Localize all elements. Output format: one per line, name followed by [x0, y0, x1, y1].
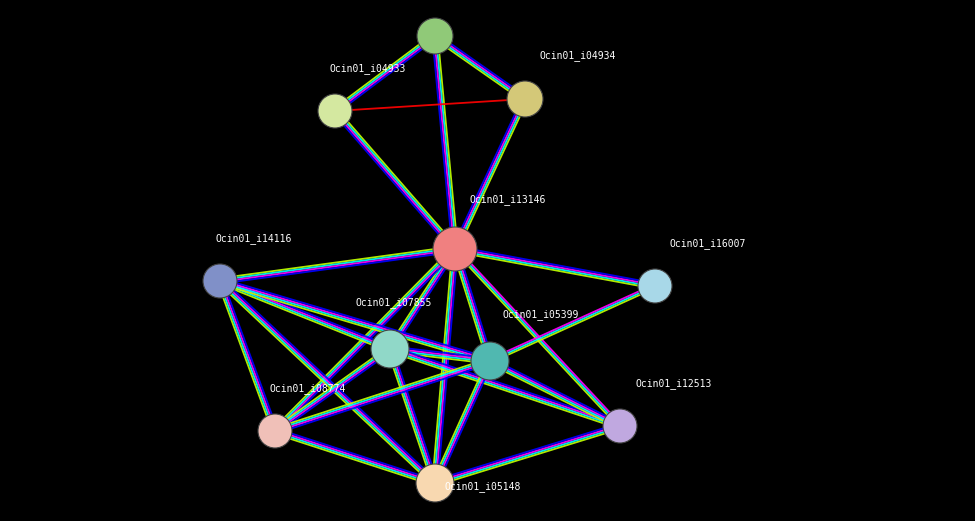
- Text: Ocin01_i14116: Ocin01_i14116: [215, 233, 292, 244]
- Circle shape: [603, 409, 637, 443]
- Circle shape: [371, 330, 409, 368]
- Text: Ocin01_i07855: Ocin01_i07855: [355, 297, 431, 308]
- Text: Ocin01_i04933: Ocin01_i04933: [330, 63, 407, 74]
- Circle shape: [258, 414, 292, 448]
- Text: Ocin01_i04934: Ocin01_i04934: [540, 50, 616, 61]
- Circle shape: [416, 464, 454, 502]
- Circle shape: [433, 227, 477, 271]
- Text: Ocin01_i12513: Ocin01_i12513: [635, 378, 712, 389]
- Text: Ocin01_i05148: Ocin01_i05148: [445, 481, 522, 492]
- Circle shape: [417, 18, 453, 54]
- Text: Ocin01_i05399: Ocin01_i05399: [502, 309, 578, 320]
- Circle shape: [638, 269, 672, 303]
- Circle shape: [203, 264, 237, 298]
- Text: Ocin01_i16007: Ocin01_i16007: [670, 238, 747, 249]
- Circle shape: [318, 94, 352, 128]
- Circle shape: [507, 81, 543, 117]
- Text: Ocin01_i08774: Ocin01_i08774: [270, 383, 346, 394]
- Circle shape: [471, 342, 509, 380]
- Text: Ocin01_i13146: Ocin01_i13146: [470, 194, 546, 205]
